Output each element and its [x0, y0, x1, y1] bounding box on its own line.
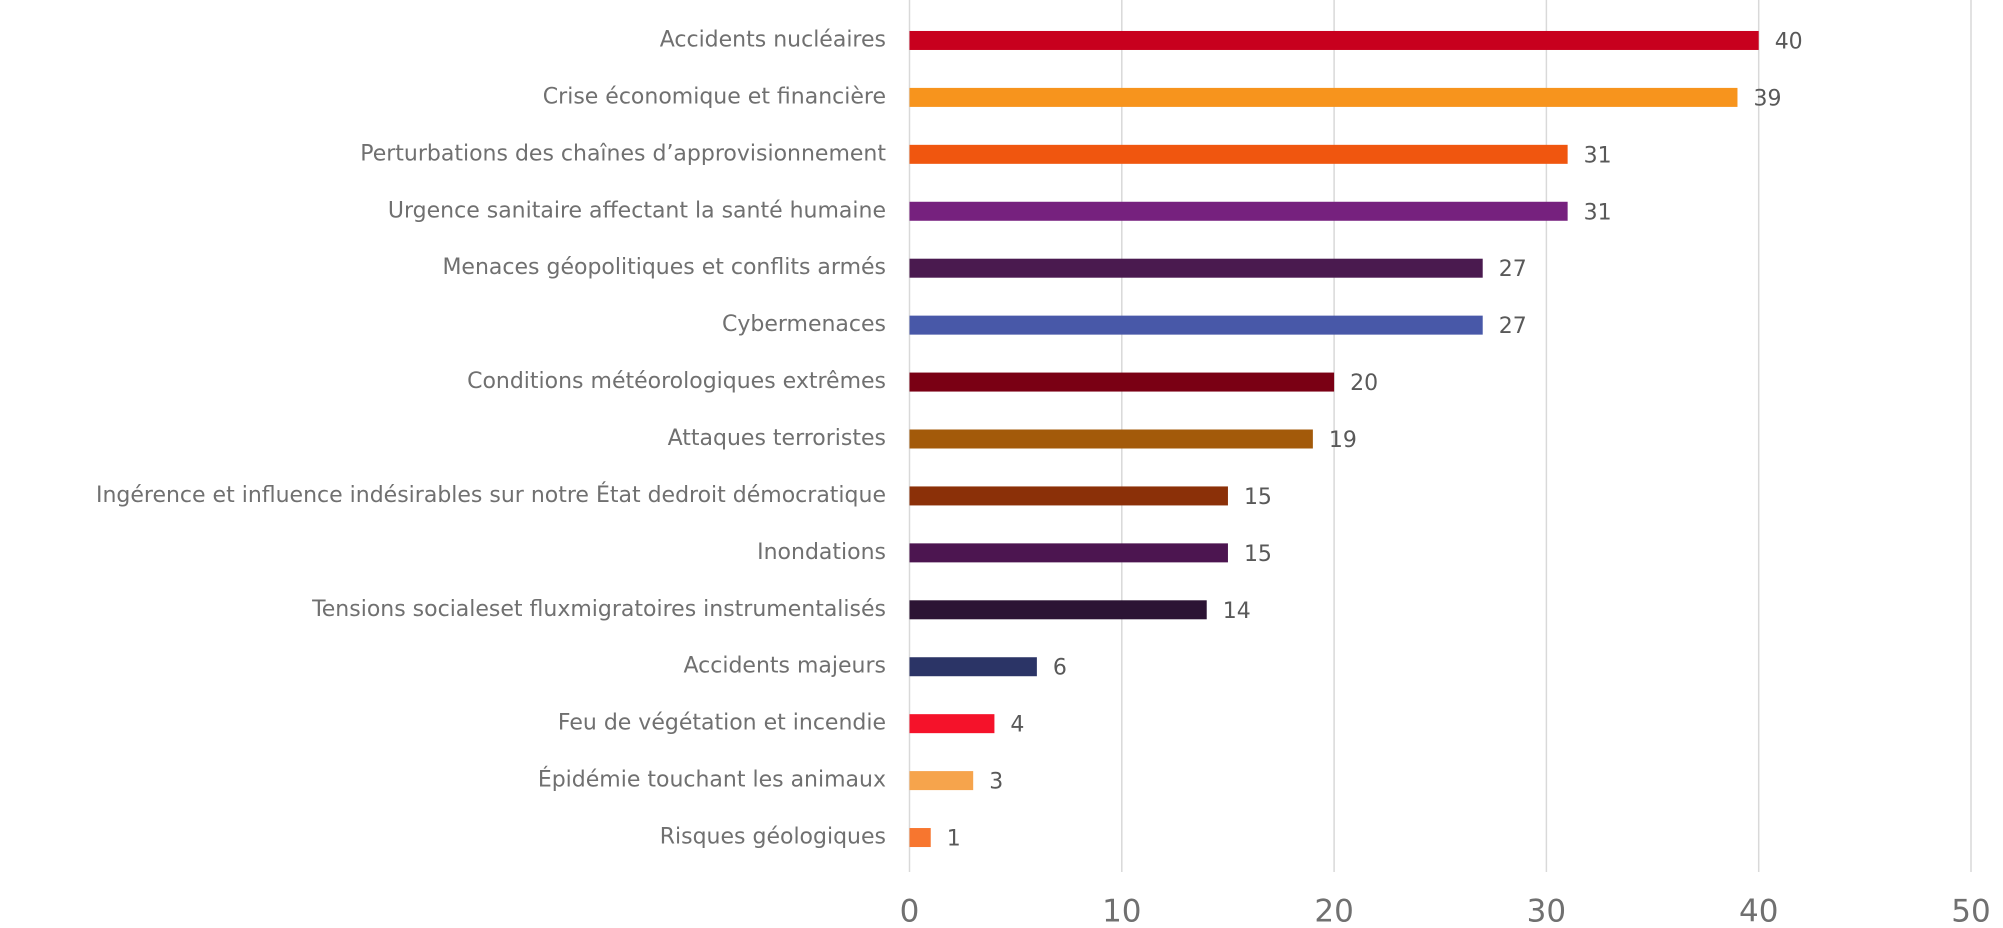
category-label: Ingérence et influence indésirables sur …	[96, 482, 886, 508]
bar	[909, 714, 995, 734]
value-label: 15	[1244, 485, 1272, 510]
bar	[909, 144, 1568, 164]
category-label: Feu de végétation et incendie	[558, 711, 886, 736]
value-label: 15	[1244, 542, 1272, 567]
value-label: 14	[1223, 599, 1251, 624]
category-label: Menaces géopolitiques et conflits armés	[442, 255, 886, 280]
category-label: Conditions météorologiques extrêmes	[467, 369, 886, 394]
x-tick-label: 50	[1951, 894, 1990, 928]
x-tick-label: 20	[1314, 894, 1353, 928]
category-label: Cybermenaces	[722, 312, 886, 337]
category-label: Urgence sanitaire affectant la santé hum…	[388, 198, 886, 223]
bar	[909, 372, 1335, 392]
value-label: 20	[1350, 371, 1378, 396]
value-label: 39	[1753, 86, 1781, 111]
category-label: Accidents nucléaires	[660, 27, 886, 52]
bar	[909, 771, 974, 791]
x-tick-label: 40	[1739, 894, 1778, 928]
category-label: Accidents majeurs	[683, 654, 886, 679]
x-tick-label: 10	[1102, 894, 1141, 928]
bar	[909, 657, 1037, 677]
x-tick-label: 30	[1527, 894, 1566, 928]
category-label: Crise économique et financière	[543, 84, 886, 109]
value-label: 4	[1010, 713, 1024, 738]
value-label: 31	[1584, 143, 1612, 168]
value-label: 27	[1499, 257, 1527, 282]
bar	[909, 201, 1568, 221]
bar	[909, 87, 1738, 107]
value-label: 3	[989, 770, 1003, 795]
category-label: Épidémie touchant les animaux	[538, 767, 886, 793]
bar	[909, 486, 1228, 506]
x-tick-label: 0	[900, 894, 920, 928]
bar	[909, 600, 1207, 620]
value-label: 27	[1499, 314, 1527, 339]
value-label: 1	[947, 827, 961, 852]
bar	[909, 30, 1759, 50]
category-label: Tensions socialeset fluxmigratoires inst…	[311, 597, 886, 622]
bar	[909, 315, 1483, 335]
bar	[909, 258, 1483, 278]
value-label: 31	[1584, 200, 1612, 225]
category-label: Inondations	[757, 540, 886, 565]
category-label: Attaques terroristes	[668, 426, 886, 451]
bar	[909, 429, 1313, 449]
value-label: 6	[1053, 656, 1067, 681]
bar	[909, 543, 1228, 563]
bar	[909, 828, 931, 848]
value-label: 19	[1329, 428, 1357, 453]
category-label: Perturbations des chaînes d’approvisionn…	[360, 141, 886, 166]
category-label: Risques géologiques	[660, 825, 886, 850]
value-label: 40	[1775, 29, 1803, 54]
